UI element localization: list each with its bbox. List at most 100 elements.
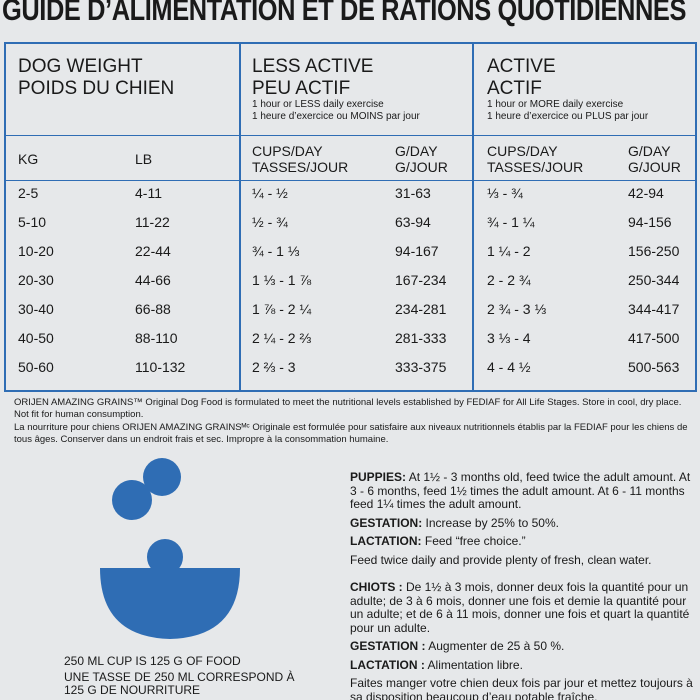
table-cell: 167-234 [395, 272, 447, 288]
table-cell: ½ - ¾ [252, 214, 288, 230]
table-cell: 88-110 [135, 330, 178, 346]
note-group: CHIOTS : De 1½ à 3 mois, donner deux foi… [350, 580, 698, 700]
note-label: LACTATION: [350, 534, 422, 548]
footnote: La nourriture pour chiens ORIJEN AMAZING… [14, 422, 688, 445]
table-cell: 63-94 [395, 214, 431, 230]
table-cell: 281-333 [395, 330, 447, 346]
column-divider [472, 42, 474, 390]
table-cell: 2-5 [18, 185, 39, 201]
note: LACTATION : Alimentation libre. [350, 657, 698, 673]
table-cell: 44-66 [135, 272, 171, 288]
column-header: LB [135, 151, 153, 167]
note-text: De 1½ à 3 mois, donner deux fois la quan… [350, 580, 690, 635]
column-header: CUPS/DAY [487, 143, 558, 159]
note-label: GESTATION : [350, 639, 426, 653]
table-cell: 1 ¼ - 2 [487, 243, 531, 259]
table-cell: 22-44 [135, 243, 171, 259]
note-label: CHIOTS : [350, 580, 403, 594]
table-cell: ¾ - 1 ¼ [487, 214, 535, 230]
table-cell: ¼ - ½ [252, 185, 288, 201]
table-cell: 66-88 [135, 301, 171, 317]
header-title: ACTIF [487, 78, 542, 99]
title: GUIDE D’ALIMENTATION ET DE RATIONS QUOTI… [2, 0, 687, 27]
table-cell: 4 - 4 ½ [487, 359, 531, 375]
column-header: CUPS/DAY [252, 143, 323, 159]
note: Feed twice daily and provide plenty of f… [350, 552, 698, 568]
header-title: DOG WEIGHT [18, 56, 143, 77]
header-subtitle: 1 hour or LESS daily exercise [252, 99, 384, 110]
bowl-icon [100, 458, 240, 639]
table-border [4, 42, 697, 392]
header-subtitle: 1 hour or MORE daily exercise [487, 99, 624, 110]
header-title: PEU ACTIF [252, 78, 351, 99]
column-header: G/JOUR [395, 159, 448, 175]
table-cell: 250-344 [628, 272, 680, 288]
note: Faites manger votre chien deux fois par … [350, 676, 698, 700]
note: LACTATION: Feed “free choice.” [350, 534, 698, 549]
table-cell: 4-11 [135, 185, 162, 201]
note: PUPPIES: At 1½ - 3 months old, feed twic… [350, 470, 698, 512]
table-cell: 40-50 [18, 330, 54, 346]
table-cell: 234-281 [395, 301, 447, 317]
note-text: Increase by 25% to 50%. [422, 515, 559, 530]
table-cell: 1 ⅞ - 2 ¼ [252, 301, 312, 317]
table-cell: 333-375 [395, 359, 447, 375]
header-subtitle: 1 heure d’exercice ou MOINS par jour [252, 111, 420, 122]
column-header: G/DAY [628, 143, 671, 159]
note: GESTATION : Augmenter de 25 à 50 %. [350, 639, 698, 654]
header-title: ACTIVE [487, 56, 556, 77]
column-header: G/JOUR [628, 159, 681, 175]
table-cell: 94-167 [395, 243, 439, 259]
footnotes: ORIJEN AMAZING GRAINS™ Original Dog Food… [14, 397, 694, 447]
feeding-notes: PUPPIES: At 1½ - 3 months old, feed twic… [350, 470, 698, 700]
table-cell: 42-94 [628, 185, 664, 201]
column-header: TASSES/JOUR [252, 159, 349, 175]
header-title: LESS ACTIVE [252, 56, 374, 77]
header-subtitle: 1 heure d’exercice ou PLUS par jour [487, 111, 649, 122]
note-group: PUPPIES: At 1½ - 3 months old, feed twic… [350, 470, 698, 568]
column-header: G/DAY [395, 143, 438, 159]
table-cell: 94-156 [628, 214, 672, 230]
table-cell: 2 ¾ - 3 ⅓ [487, 301, 547, 317]
note-label: PUPPIES: [350, 470, 407, 484]
note-text: Augmenter de 25 à 50 %. [425, 639, 565, 653]
table-cell: ¾ - 1 ⅓ [252, 243, 300, 259]
caption-en: 250 ML CUP IS 125 G OF FOOD [64, 654, 241, 668]
table-cell: 2 - 2 ¾ [487, 272, 531, 288]
note-text: Faites manger votre chien deux fois par … [350, 676, 693, 700]
table-cell: 20-30 [18, 272, 54, 288]
column-divider [239, 42, 241, 390]
table-cell: 10-20 [18, 243, 54, 259]
table-cell: 110-132 [135, 359, 186, 375]
note-label: LACTATION : [350, 657, 425, 672]
header-title: POIDS DU CHIEN [18, 78, 175, 99]
table-cell: 50-60 [18, 359, 54, 375]
note-text: Feed “free choice.” [421, 534, 526, 548]
footnote: ORIJEN AMAZING GRAINS™ Original Dog Food… [14, 397, 682, 420]
table-cell: 5-10 [18, 214, 47, 230]
column-header: KG [18, 151, 39, 167]
note: GESTATION: Increase by 25% to 50%. [350, 515, 698, 531]
note: CHIOTS : De 1½ à 3 mois, donner deux foi… [350, 580, 698, 635]
table-cell: 2 ⅔ - 3 [252, 359, 296, 375]
table-cell: ⅓ - ¾ [487, 185, 523, 201]
note-label: GESTATION: [350, 515, 423, 530]
note-text: Feed twice daily and provide plenty of f… [350, 552, 652, 567]
note-text: Alimentation libre. [424, 657, 523, 672]
table-cell: 1 ⅓ - 1 ⅞ [252, 272, 312, 288]
table-cell: 500-563 [628, 359, 680, 375]
table-cell: 344-417 [628, 301, 680, 317]
table-cell: 11-22 [135, 214, 170, 230]
row-divider [4, 180, 697, 181]
table-cell: 2 ¼ - 2 ⅔ [252, 330, 312, 346]
row-divider [4, 135, 697, 136]
caption-fr: UNE TASSE DE 250 ML CORRESPOND À 125 G D… [64, 670, 295, 697]
column-header: TASSES/JOUR [487, 159, 584, 175]
table-cell: 156-250 [628, 243, 680, 259]
note-text: At 1½ - 3 months old, feed twice the adu… [350, 470, 691, 511]
table-cell: 31-63 [395, 185, 431, 201]
table-cell: 3 ⅓ - 4 [487, 330, 531, 346]
table-cell: 417-500 [628, 330, 680, 346]
table-cell: 30-40 [18, 301, 54, 317]
